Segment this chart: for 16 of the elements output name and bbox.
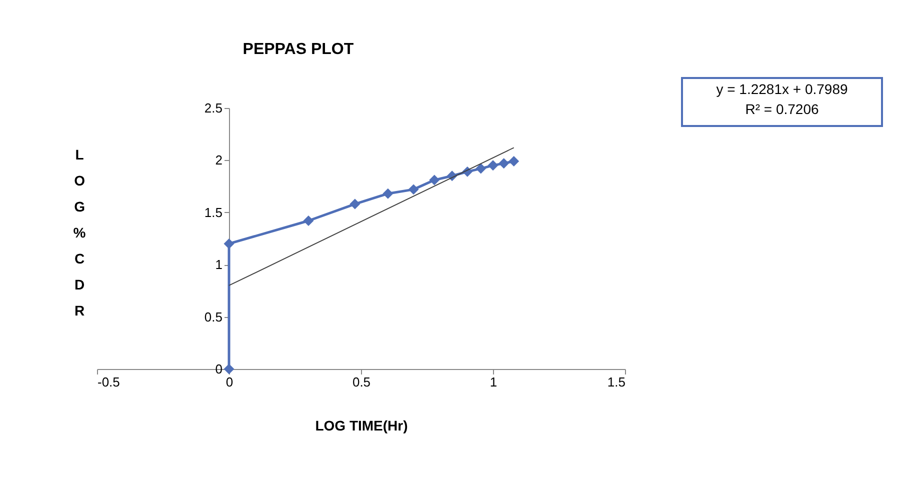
y-tick-label: 1.5: [204, 204, 222, 220]
x-tick-label: 1.5: [607, 374, 626, 390]
chart-title: PEPPAS PLOT: [242, 41, 354, 58]
y-tick-label: 2: [215, 152, 222, 168]
x-tick-label: 0: [226, 374, 234, 390]
text: y = 1.2281x + 0.7989: [716, 81, 848, 97]
y-tick-label: 1: [215, 257, 222, 272]
y-tick-label: 2.5: [204, 100, 222, 116]
y-tick-label: 0: [215, 362, 222, 376]
x-tick-label: -0.5: [98, 374, 120, 390]
x-axis-title: LOG TIME(Hr): [315, 418, 408, 434]
text: R² = 0.7206: [745, 101, 819, 117]
y-axis-title: LOG%CDR: [73, 146, 86, 318]
y-tick-label: 0.5: [204, 309, 222, 324]
x-tick-label: 0.5: [352, 374, 371, 390]
x-tick-label: 1: [490, 374, 498, 390]
